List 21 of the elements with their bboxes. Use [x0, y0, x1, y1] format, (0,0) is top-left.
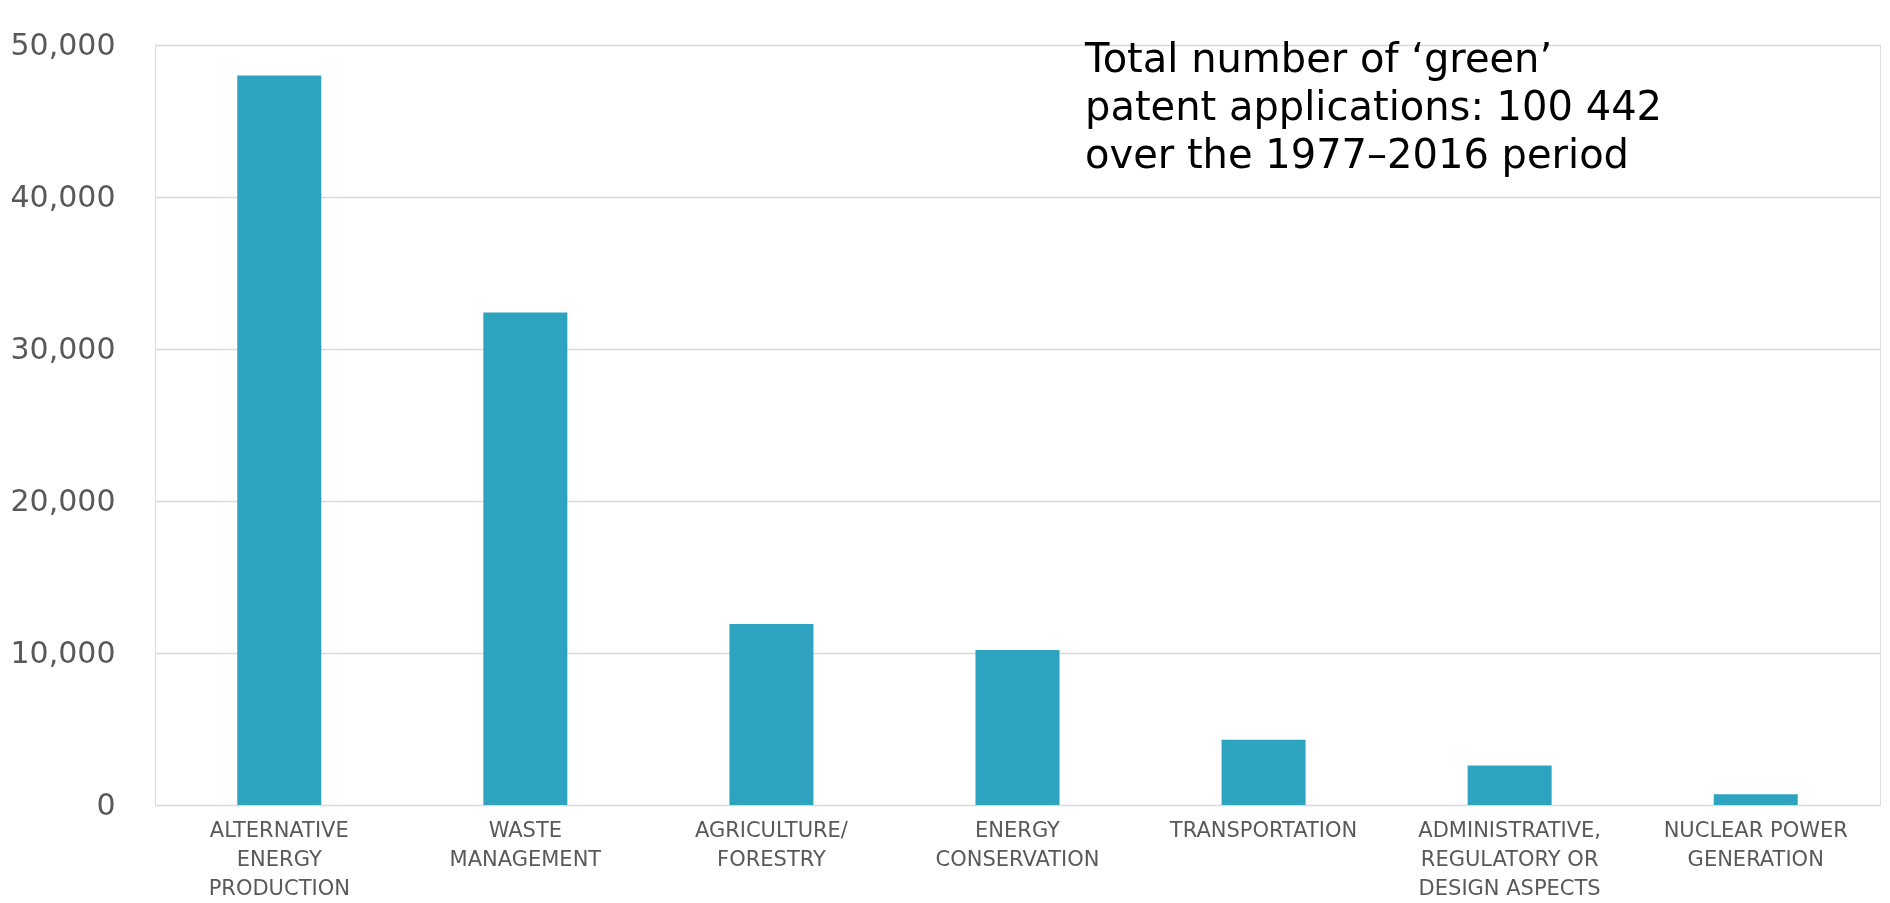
bar [1713, 794, 1798, 805]
bar [1467, 765, 1552, 805]
bar [729, 624, 814, 805]
bar [483, 312, 568, 805]
x-tick-label: TRANSPORTATION [1168, 817, 1358, 842]
y-tick-label: 30,000 [10, 330, 116, 366]
bar [237, 75, 322, 805]
y-tick-label: 50,000 [10, 26, 116, 62]
bar [975, 649, 1060, 805]
x-tick-label: AGRICULTURE/ FORESTRY [694, 817, 849, 871]
x-tick-label: WASTE MANAGEMENT [449, 817, 602, 871]
y-tick-label: 20,000 [10, 482, 116, 518]
bar [1221, 739, 1306, 805]
x-tick-label: ENERGY CONSERVATION [935, 817, 1100, 871]
y-tick-label: 10,000 [10, 634, 116, 670]
annotation: Total number of ‘green’ patent applications: 100 442 over the 1977–2016 period [1084, 35, 1663, 177]
y-tick-label: 40,000 [10, 178, 116, 214]
x-tick-label: NUCLEAR POWER GENERATION [1663, 817, 1848, 871]
y-tick-label: 0 [96, 786, 116, 822]
x-tick-label: ALTERNATIVE ENERGY PRODUCTION [208, 817, 350, 900]
x-tick-label: ADMINISTRATIVE, REGULATORY OR DESIGN ASPECTS [1418, 817, 1602, 900]
